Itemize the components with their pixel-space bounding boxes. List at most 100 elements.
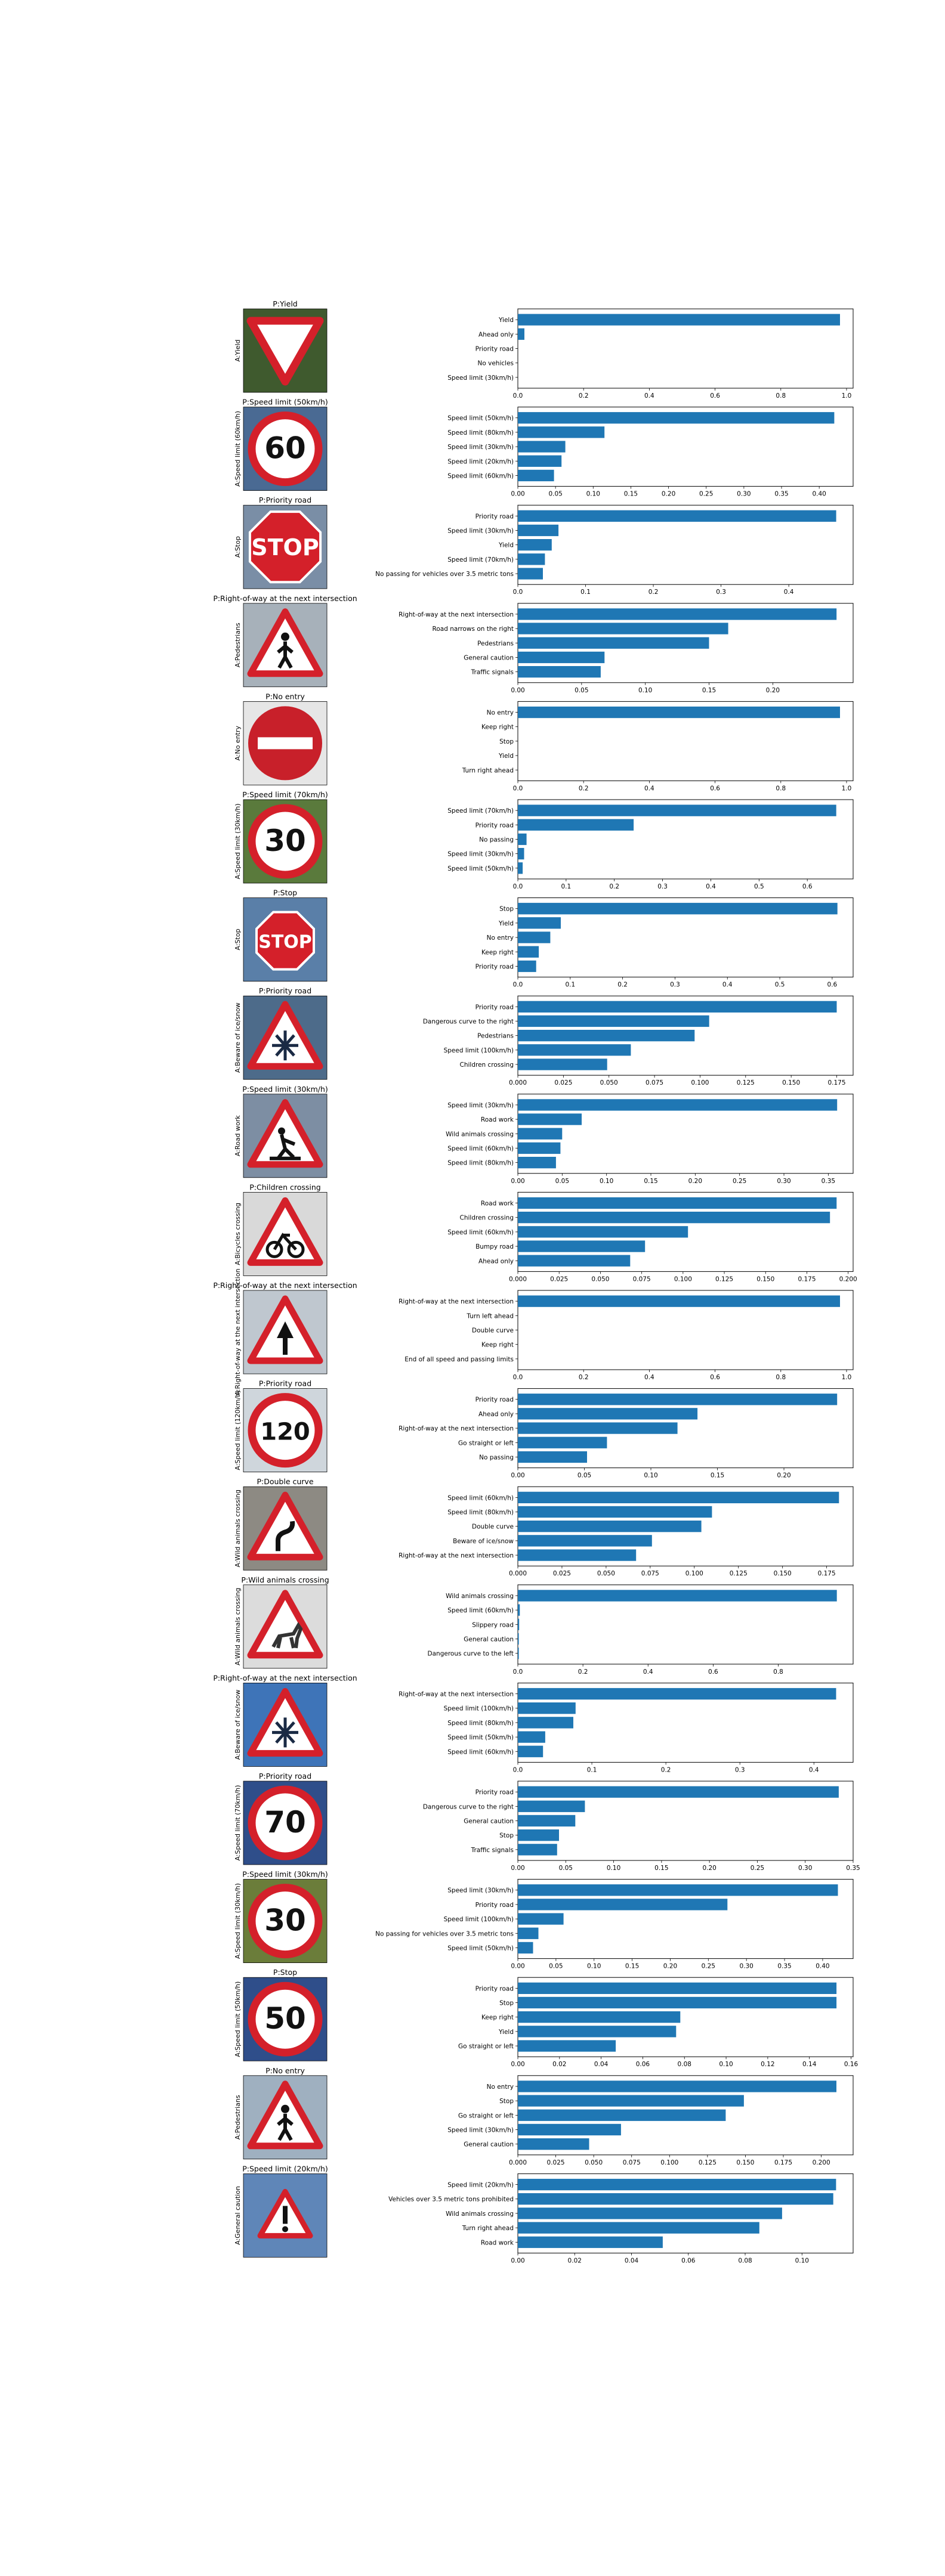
xtick-label: 0.1 <box>565 982 575 989</box>
xtick-label: 0.4 <box>644 1374 654 1381</box>
image-ylabel: A:Speed limit (30km/h) <box>234 1883 242 1959</box>
xtick-label: 0.2 <box>579 785 589 792</box>
bar-keep-right <box>518 2011 681 2023</box>
image-frame <box>243 1192 328 1276</box>
bar-stop <box>518 2095 744 2107</box>
panel-row: P:Children crossing A:Bicycles crossing Ro… <box>234 1182 857 1283</box>
bar-right-of-way-at-the-next-intersection <box>518 1549 637 1561</box>
sign-number: 50 <box>264 2001 306 2036</box>
ytick-label: Beware of ice/snow <box>453 1538 514 1545</box>
ytick-label: Ahead only <box>478 331 514 338</box>
ytick-label: Turn right ahead <box>462 767 514 774</box>
ytick-label: No passing for vehicles over 3.5 metric … <box>375 1930 514 1937</box>
bar-yield <box>518 539 552 551</box>
ytick-label: Traffic signals <box>471 669 514 676</box>
xtick-label: 0.075 <box>633 1275 651 1283</box>
image-title: P:Speed limit (20km/h) <box>242 2164 328 2173</box>
xtick-label: 0.15 <box>654 1865 668 1872</box>
bar-speed-limit-30kmh <box>518 1884 838 1896</box>
sign-number: 30 <box>264 823 306 858</box>
ytick-label: Speed limit (30km/h) <box>447 851 514 858</box>
stop-sign-2-icon: STOP <box>243 897 328 982</box>
xtick-label: 0.150 <box>756 1275 774 1283</box>
ytick-label: Speed limit (60km/h) <box>447 1145 514 1152</box>
ytick-label: Speed limit (50km/h) <box>447 415 514 422</box>
bar-traffic-signals <box>518 1844 557 1856</box>
bar-speed-limit-80kmh <box>518 426 605 438</box>
ytick-label: Ahead only <box>478 1258 514 1265</box>
ytick-label: Right-of-way at the next intersection <box>399 1691 514 1698</box>
xtick-label: 0.00 <box>511 1865 524 1872</box>
xtick-label: 0.6 <box>827 982 838 989</box>
bar-speed-limit-30kmh <box>518 848 524 860</box>
xtick-label: 0.20 <box>662 491 675 498</box>
speed-30-sign-2-icon: 30 <box>243 1879 328 1964</box>
bar-no-passing <box>518 833 527 846</box>
bar-dangerous-curve-to-the-right <box>518 1800 585 1812</box>
xtick-label: 0.000 <box>509 1079 527 1086</box>
bar-general-caution <box>518 651 605 664</box>
bar-priority-road <box>518 510 836 522</box>
xtick-label: 0.150 <box>736 2159 754 2166</box>
xtick-label: 0.2 <box>609 883 619 890</box>
sign-number: 30 <box>264 1903 306 1938</box>
ytick-label: Speed limit (30km/h) <box>447 2126 514 2134</box>
xtick-label: 0.20 <box>702 1865 716 1872</box>
ytick-label: Speed limit (30km/h) <box>447 1887 514 1894</box>
bar-yield <box>518 917 561 929</box>
image-frame <box>243 504 328 589</box>
ytick-label: Priority road <box>475 1789 514 1796</box>
sign-figure <box>277 2113 294 2141</box>
xtick-label: 0.30 <box>777 1178 790 1185</box>
bar-slippery-road <box>518 1618 520 1630</box>
xtick-label: 0.1 <box>587 1766 597 1773</box>
xtick-label: 0.00 <box>511 491 524 498</box>
xtick-label: 0.0 <box>513 1668 523 1676</box>
ytick-label: Road narrows on the right <box>433 626 514 633</box>
ytick-label: General caution <box>464 1636 514 1643</box>
image-frame <box>243 1584 328 1669</box>
panel-row: P:Double curve A:Wild animals crossing Spe… <box>234 1477 854 1577</box>
xtick-label: 0.175 <box>818 1570 836 1577</box>
image-title: P:Speed limit (50km/h) <box>242 398 328 407</box>
bar-wild-animals-crossing <box>518 2207 782 2219</box>
bar-beware-of-icesnow <box>518 1535 652 1547</box>
bar-stop <box>518 903 838 915</box>
image-ylabel: A:Stop <box>234 929 242 950</box>
sign-number: 60 <box>264 431 306 466</box>
bicycles-sign-icon <box>243 1192 328 1276</box>
ytick-label: No entry <box>487 710 514 717</box>
ytick-label: Speed limit (30km/h) <box>447 1102 514 1109</box>
ice-snow-sign-2-icon <box>243 1682 328 1767</box>
ytick-label: Road work <box>481 1116 514 1123</box>
bar-axes: Speed limit (70km/h) Priority road No pass… <box>447 799 854 890</box>
bar-axes: Priority road Dangerous curve to the righ… <box>423 995 854 1086</box>
sign-exclamation-dot <box>282 2226 288 2233</box>
bar-no-entry <box>518 706 840 719</box>
ytick-label: Turn right ahead <box>462 2225 514 2232</box>
panel-row: P:Right-of-way at the next intersectionA… <box>213 1268 854 1396</box>
bar-speed-limit-60kmh <box>518 1745 543 1757</box>
xtick-label: 0.15 <box>711 1472 724 1479</box>
ytick-label: Speed limit (50km/h) <box>447 865 514 872</box>
xtick-label: 0.04 <box>594 2061 609 2068</box>
bar-speed-limit-60kmh <box>518 1226 688 1238</box>
xtick-label: 0.25 <box>702 1963 715 1970</box>
bar-ahead-only <box>518 328 524 340</box>
bar-go-straight-or-left <box>518 2040 616 2052</box>
sign-curve <box>276 1521 295 1552</box>
sign-wheel <box>265 1240 283 1258</box>
general-caution-sign-icon <box>243 2173 328 2258</box>
xtick-label: 0.2 <box>578 1668 588 1676</box>
xtick-label: 0.30 <box>737 491 751 498</box>
road-work-sign-icon <box>243 1094 328 1178</box>
xtick-label: 0.00 <box>511 1178 524 1185</box>
bar-no-entry <box>518 2080 836 2092</box>
bar-speed-limit-50kmh <box>518 1731 545 1743</box>
xtick-label: 0.125 <box>730 1570 748 1577</box>
xtick-label: 0.5 <box>754 883 764 890</box>
image-frame <box>243 1388 328 1473</box>
bar-speed-limit-50kmh <box>518 412 835 424</box>
bar-axes: No entry Stop Go straight or left Speed lim… <box>447 2075 854 2166</box>
